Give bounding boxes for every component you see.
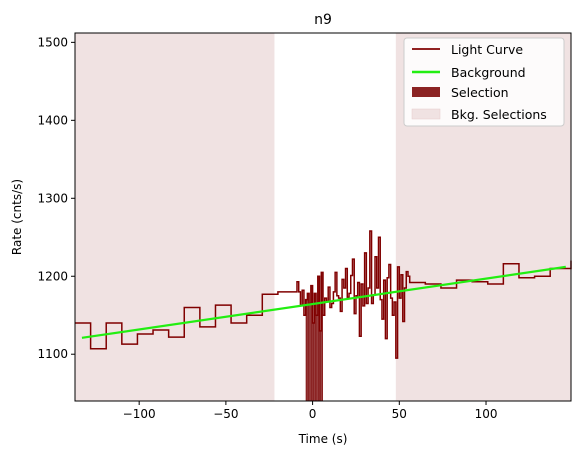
- x-axis-label: Time (s): [298, 432, 348, 446]
- light-curve-series: [75, 230, 572, 359]
- legend-label-background: Background: [451, 65, 526, 80]
- selection-bar: [307, 293, 310, 401]
- legend-label-selection: Selection: [451, 85, 509, 100]
- legend-box: [403, 37, 565, 127]
- y-tick-label: 1100: [37, 347, 68, 361]
- y-tick-label: 1400: [37, 113, 68, 127]
- selection-bar: [305, 299, 308, 401]
- legend-swatch-selection: [412, 87, 440, 97]
- x-axis-ticks: −100 −50 0 50 100: [123, 401, 498, 421]
- plot-frame: [74, 32, 572, 402]
- legend-label-bkg-selections: Bkg. Selections: [451, 107, 547, 122]
- legend: Light Curve Background Selection Bkg. Se…: [403, 37, 565, 127]
- x-tick-label: −50: [213, 407, 238, 421]
- x-tick-label: −100: [123, 407, 156, 421]
- selection-bar: [317, 276, 320, 401]
- selection-bar: [312, 323, 315, 401]
- y-axis-label: Rate (cnts/s): [10, 179, 24, 255]
- y-axis-ticks: 1100 1200 1300 1400 1500: [37, 35, 75, 361]
- background-fit-series: [81, 265, 566, 339]
- x-tick-label: 50: [392, 407, 407, 421]
- y-tick-label: 1300: [37, 191, 68, 205]
- chart-title: n9: [314, 12, 332, 28]
- bkg-selection-region: [75, 33, 275, 401]
- x-tick-label: 100: [475, 407, 498, 421]
- selection-bar: [321, 272, 323, 401]
- y-tick-label: 1200: [37, 269, 68, 283]
- light-curve-line: [75, 230, 572, 359]
- selection-region: [305, 272, 323, 401]
- legend-swatch-bkg-selections: [411, 108, 441, 120]
- legend-label-light-curve: Light Curve: [451, 42, 523, 57]
- selection-bar: [319, 330, 322, 401]
- selection-bar: [316, 315, 318, 401]
- y-tick-label: 1500: [37, 35, 68, 49]
- selection-bar: [310, 285, 313, 401]
- x-tick-label: 0: [309, 407, 317, 421]
- selection-bar: [309, 303, 311, 401]
- background-fit-line: [81, 265, 566, 339]
- selection-bar: [314, 293, 317, 401]
